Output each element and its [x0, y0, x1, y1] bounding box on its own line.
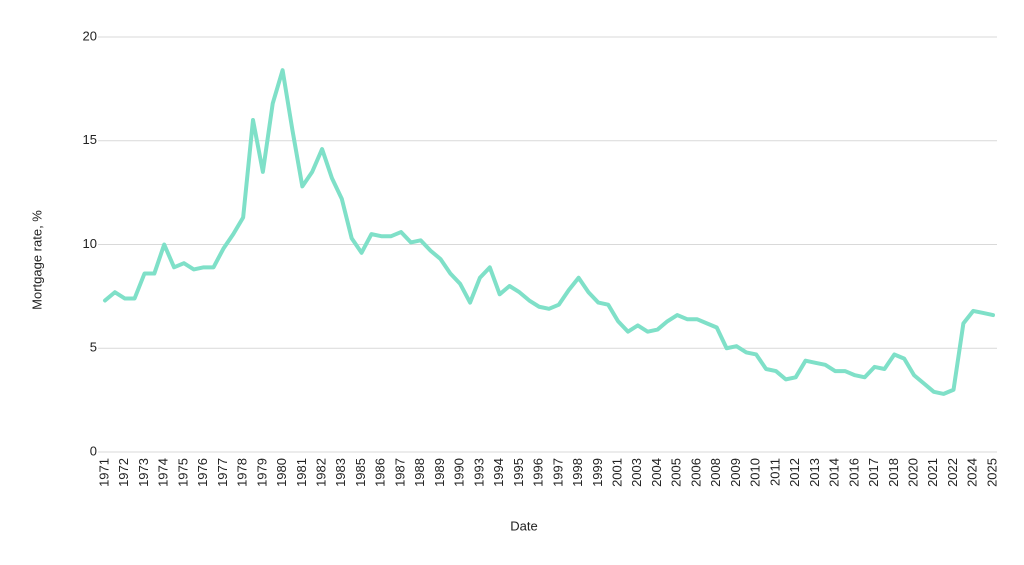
x-tick-label: 1986 [373, 458, 388, 487]
x-tick-label: 2003 [629, 458, 644, 487]
x-tick-label: 1999 [590, 458, 605, 487]
x-tick-label: 1994 [491, 458, 506, 487]
x-tick-label: 1990 [452, 458, 467, 487]
x-tick-label: 1987 [392, 458, 407, 487]
x-tick-label: 2010 [748, 458, 763, 487]
x-axis-title: Date [510, 518, 537, 533]
x-tick-label: 2025 [984, 458, 999, 487]
x-tick-label: 2013 [807, 458, 822, 487]
x-tick-label: 1998 [570, 458, 585, 487]
x-tick-label: 2014 [827, 458, 842, 487]
x-tick-label: 2016 [846, 458, 861, 487]
x-tick-label: 1982 [314, 458, 329, 487]
x-tick-label: 2004 [649, 458, 664, 487]
x-tick-label: 1995 [511, 458, 526, 487]
x-tick-label: 1976 [195, 458, 210, 487]
x-tick-label: 1988 [412, 458, 427, 487]
y-tick-label: 5 [90, 340, 97, 355]
x-tick-label: 1974 [156, 458, 171, 487]
x-tick-label: 2021 [925, 458, 940, 487]
x-tick-label: 1975 [175, 458, 190, 487]
y-tick-label: 15 [83, 132, 97, 147]
x-tick-label: 2018 [886, 458, 901, 487]
x-tick-label: 2006 [688, 458, 703, 487]
x-tick-label: 2024 [965, 458, 980, 487]
x-tick-label: 1972 [116, 458, 131, 487]
x-tick-label: 1973 [136, 458, 151, 487]
x-tick-label: 1989 [432, 458, 447, 487]
x-tick-label: 2017 [866, 458, 881, 487]
x-tick-label: 1997 [550, 458, 565, 487]
x-tick-label: 1993 [471, 458, 486, 487]
x-tick-label: 1996 [531, 458, 546, 487]
y-tick-label: 0 [90, 443, 97, 458]
x-tick-label: 1983 [333, 458, 348, 487]
x-tick-label: 2011 [767, 458, 782, 486]
x-tick-label: 2020 [906, 458, 921, 487]
x-tick-label: 2009 [728, 458, 743, 487]
data-line [103, 68, 995, 396]
x-tick-label: 1979 [254, 458, 269, 487]
x-tick-label: 1981 [294, 458, 309, 487]
y-tick-label: 20 [83, 28, 97, 43]
x-tick-label: 2008 [708, 458, 723, 487]
x-tick-label: 1985 [353, 458, 368, 487]
x-tick-label: 2005 [669, 458, 684, 487]
x-tick-label: 1977 [215, 458, 230, 487]
x-tick-label: 2022 [945, 458, 960, 487]
x-tick-label: 1978 [235, 458, 250, 487]
y-tick-label: 10 [83, 236, 97, 251]
x-tick-label: 2012 [787, 458, 802, 487]
y-axis-title: Mortgage rate, % [29, 210, 44, 310]
x-tick-label: 2001 [610, 458, 625, 487]
x-tick-label: 1980 [274, 458, 289, 487]
x-tick-label: 1971 [96, 458, 111, 487]
